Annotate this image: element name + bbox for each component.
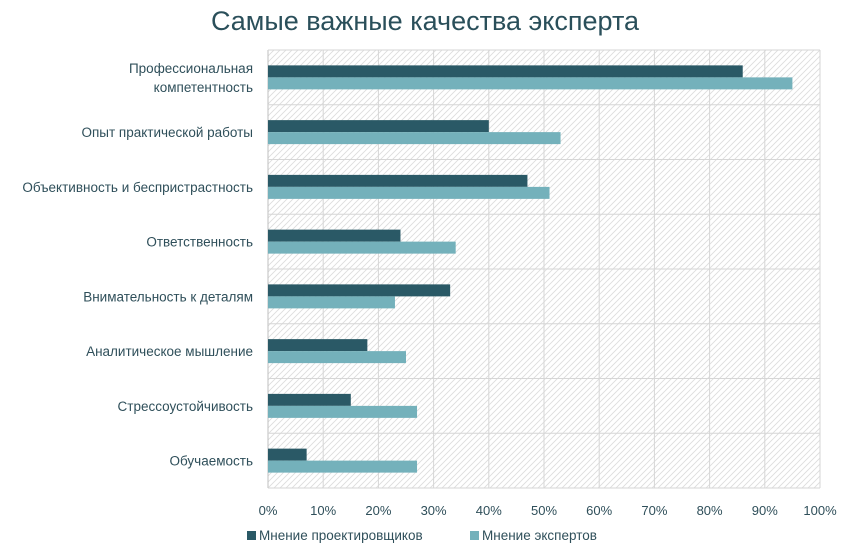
category-label: Обучаемость [170, 454, 254, 469]
x-tick-label: 50% [531, 503, 557, 518]
x-tick-label: 40% [476, 503, 502, 518]
category-labels: Профессиональная компетентность Опыт практ… [22, 61, 253, 469]
bar-series-1 [268, 448, 307, 461]
x-tick-label: 60% [586, 503, 612, 518]
x-tick-label: 90% [752, 503, 778, 518]
bar-series-1 [268, 174, 528, 187]
category-label: Профессиональная компетентность [129, 61, 253, 95]
category-label: Ответственность [146, 235, 253, 250]
bar-series-2 [268, 460, 418, 473]
bar-series-1 [268, 339, 368, 352]
category-label: Внимательность к деталям [83, 289, 253, 304]
bar-series-1 [268, 284, 451, 297]
bar-series-2 [268, 77, 793, 90]
legend-label: Мнение проектировщиков [259, 528, 423, 543]
category-label: Аналитическое мышление [86, 344, 253, 359]
bar-series-2 [268, 186, 550, 199]
bar-series-2 [268, 296, 395, 309]
bar-series-1 [268, 65, 743, 78]
x-axis-tick-labels: 0% 10% 20% 30% 40% 50% 60% 70% 80% 90% 100% [259, 503, 837, 518]
bar-series-2 [268, 132, 561, 145]
x-tick-label: 30% [421, 503, 447, 518]
chart-title: Самые важные качества эксперта [211, 6, 640, 36]
bar-series-1 [268, 120, 489, 133]
x-tick-label: 80% [697, 503, 723, 518]
bar-series-1 [268, 229, 401, 242]
bars [268, 65, 793, 473]
bar-series-2 [268, 241, 456, 254]
x-tick-label: 0% [259, 503, 278, 518]
legend-swatch [470, 531, 479, 540]
category-label: Объективность и беспристрастность [22, 180, 253, 195]
legend-label: Мнение экспертов [482, 528, 597, 543]
category-label: Опыт практической работы [81, 125, 253, 140]
x-tick-label: 20% [365, 503, 391, 518]
category-label: Стрессоустойчивость [118, 399, 253, 414]
x-tick-label: 10% [310, 503, 336, 518]
x-tick-label: 70% [641, 503, 667, 518]
legend: Мнение проектировщиков Мнение экспертов [247, 528, 597, 543]
bar-series-1 [268, 393, 351, 406]
legend-swatch [247, 531, 256, 540]
x-tick-label: 100% [803, 503, 837, 518]
bar-series-2 [268, 351, 406, 364]
bar-series-2 [268, 405, 418, 418]
